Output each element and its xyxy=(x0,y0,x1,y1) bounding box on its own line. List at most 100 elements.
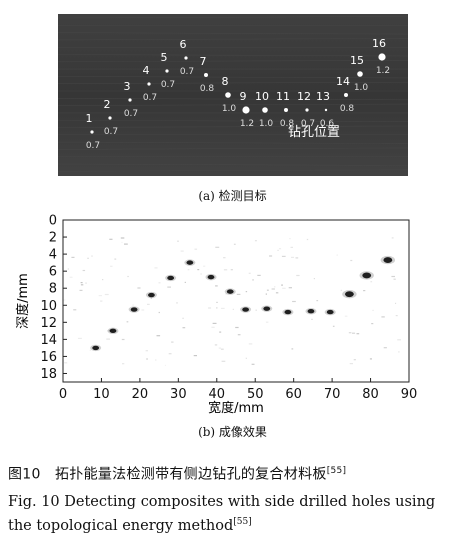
specimen-photo-svg: 10.720.730.740.750.760.770.881.091.2101.… xyxy=(58,14,408,176)
drill-hole-diameter: 0.7 xyxy=(180,67,194,77)
drill-hole: 110.8 xyxy=(276,90,294,129)
drill-hole: 40.7 xyxy=(143,64,158,103)
image-point xyxy=(342,289,357,299)
y-tick-label: 4 xyxy=(49,248,57,263)
drill-hole-number: 2 xyxy=(104,98,111,111)
x-tick-label: 10 xyxy=(93,387,110,402)
y-tick-label: 18 xyxy=(40,367,57,382)
drill-hole-number: 3 xyxy=(124,80,131,93)
drill-hole-diameter: 0.7 xyxy=(301,119,315,129)
drill-hole-number: 1 xyxy=(86,112,93,125)
drill-hole: 60.7 xyxy=(180,38,195,77)
drill-hole-diameter: 0.7 xyxy=(124,109,138,119)
drill-hole: 50.7 xyxy=(161,51,176,90)
x-tick-label: 0 xyxy=(59,387,67,402)
image-point xyxy=(165,274,177,282)
drill-hole-dot xyxy=(147,82,151,86)
caption-b: (b) 成像效果 xyxy=(198,425,267,439)
figure-caption-en-text: Fig. 10 Detecting composites with side d… xyxy=(8,494,436,534)
figure-caption-en: Fig. 10 Detecting composites with side d… xyxy=(8,492,453,536)
drill-hole-diameter: 1.2 xyxy=(376,66,390,76)
drill-hole-diameter: 0.8 xyxy=(200,84,215,94)
drill-hole-diameter: 1.2 xyxy=(240,119,254,129)
drill-hole-dot xyxy=(305,108,309,112)
figure-caption-zh-ref: [55] xyxy=(326,466,347,476)
drill-hole-dot xyxy=(90,130,94,134)
drill-hole-diameter: 1.0 xyxy=(222,104,237,114)
drill-hole-diameter: 1.0 xyxy=(259,119,274,129)
drill-hole: 101.0 xyxy=(255,90,273,129)
drill-hole-diameter: 0.7 xyxy=(86,141,100,151)
drill-hole: 161.2 xyxy=(372,37,390,76)
drill-hole-number: 13 xyxy=(316,90,330,103)
drill-hole-dot xyxy=(262,107,268,113)
drill-hole-number: 8 xyxy=(222,75,229,88)
y-tick-label: 12 xyxy=(40,316,57,331)
drill-hole-dot xyxy=(324,108,328,112)
drill-hole-dot xyxy=(165,69,169,73)
drill-hole-number: 11 xyxy=(276,90,290,103)
caption-a: (a) 检测目标 xyxy=(198,189,267,203)
y-tick-label: 8 xyxy=(49,282,57,297)
drill-hole-number: 9 xyxy=(240,90,247,103)
x-tick-label: 40 xyxy=(209,387,226,402)
figure-caption-zh: 图10 拓扑能量法检测带有侧边钻孔的复合材料板[55] xyxy=(8,461,346,485)
drill-hole-number: 16 xyxy=(372,37,386,50)
drill-hole-dot xyxy=(184,56,188,60)
drill-hole-dot xyxy=(357,71,363,77)
image-point xyxy=(90,344,102,352)
drill-hole-dot xyxy=(128,98,132,102)
image-point xyxy=(224,288,236,295)
drill-hole-dot xyxy=(225,92,231,98)
drill-hole-number: 12 xyxy=(297,90,311,103)
image-point xyxy=(261,305,273,312)
drill-hole: 10.7 xyxy=(86,112,101,151)
imaging-plot: 0 2 4 6 8 10 12 14 16 18 0 10 20 30 40 50 60 70 80 90 宽度/m… xyxy=(15,214,418,417)
y-tick-label: 6 xyxy=(49,265,57,280)
drill-hole: 30.7 xyxy=(124,80,139,119)
drill-hole-diameter: 0.7 xyxy=(161,80,175,90)
drill-hole-diameter: 0.6 xyxy=(320,119,335,129)
drill-hole-dot xyxy=(204,73,208,77)
drill-hole-number: 15 xyxy=(350,54,364,67)
y-tick-label: 10 xyxy=(40,299,57,314)
image-point xyxy=(282,308,294,316)
x-tick-label: 30 xyxy=(170,387,187,402)
drill-hole-dot xyxy=(344,93,348,97)
drill-hole: 130.6 xyxy=(316,90,334,129)
drill-hole-diameter: 0.7 xyxy=(143,93,157,103)
x-tick-label: 90 xyxy=(401,387,418,402)
drill-hole-number: 7 xyxy=(200,55,207,68)
image-point xyxy=(305,308,317,315)
drill-hole: 120.7 xyxy=(297,90,315,129)
y-tick-label: 16 xyxy=(40,350,57,365)
drill-hole-dot xyxy=(284,108,288,112)
y-tick-label: 0 xyxy=(49,214,57,229)
image-point xyxy=(145,291,157,299)
drill-hole: 91.2 xyxy=(240,90,255,129)
drill-hole-number: 6 xyxy=(180,38,187,51)
y-tick-label: 2 xyxy=(49,231,57,246)
drill-hole: 151.0 xyxy=(350,54,368,93)
x-tick-label: 80 xyxy=(362,387,379,402)
image-point xyxy=(205,273,217,281)
drill-hole: 70.8 xyxy=(200,55,215,94)
drill-hole: 140.8 xyxy=(336,75,354,114)
drill-hole-dot xyxy=(242,106,250,114)
y-tick-label: 14 xyxy=(40,333,57,348)
x-tick-label: 60 xyxy=(285,387,302,402)
drill-hole-diameter: 0.7 xyxy=(104,127,118,137)
drill-hole-number: 5 xyxy=(161,51,168,64)
image-point xyxy=(128,306,140,313)
image-point xyxy=(324,308,336,316)
drill-hole-diameter: 1.0 xyxy=(354,83,369,93)
plot-frame xyxy=(62,219,410,383)
figure-number: 图10 xyxy=(8,466,41,483)
x-tick-label: 50 xyxy=(247,387,264,402)
image-point xyxy=(107,327,119,335)
drill-hole: 81.0 xyxy=(222,75,237,114)
image-point xyxy=(184,259,196,266)
drill-location-label: 钻孔位置 xyxy=(288,125,340,140)
drill-hole-number: 10 xyxy=(255,90,269,103)
drill-hole-dot xyxy=(378,53,386,61)
